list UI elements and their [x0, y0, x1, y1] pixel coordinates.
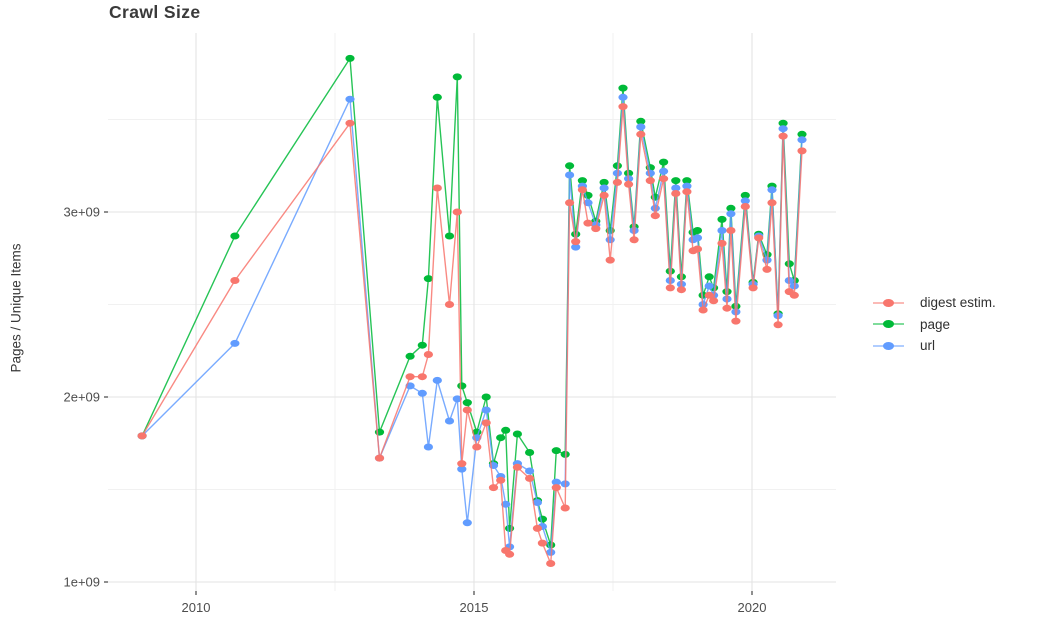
data-series: [137, 54, 807, 567]
axis-tick-labels: 2010 2015 2020 1e+09 2e+09 3e+09: [63, 205, 766, 616]
series-digest-estim-: [137, 103, 807, 567]
chart-title: Crawl Size: [109, 2, 201, 22]
legend-line-dot-icon: [873, 298, 904, 308]
legend-label: digest estim.: [920, 295, 996, 311]
legend-line-dot-icon: [873, 319, 904, 329]
svg-text:2010: 2010: [182, 600, 211, 615]
series-url: [137, 93, 807, 556]
svg-text:3e+09: 3e+09: [63, 205, 100, 220]
svg-text:2015: 2015: [460, 600, 489, 615]
svg-text:2020: 2020: [738, 600, 767, 615]
legend-line-dot-icon: [873, 341, 904, 351]
legend-item-page: page: [873, 314, 996, 336]
svg-text:1e+09: 1e+09: [63, 575, 100, 590]
y-axis-label: Pages / Unique Items: [8, 243, 24, 373]
legend: digest estim. page url: [873, 292, 996, 357]
gridlines-minor: [108, 33, 836, 591]
axis-tick-marks: [104, 211, 753, 595]
svg-text:2e+09: 2e+09: [63, 390, 100, 405]
gridlines-major: [108, 33, 836, 591]
legend-label: url: [920, 338, 936, 354]
legend-label: page: [920, 316, 951, 332]
legend-item-digest-estim: digest estim.: [873, 292, 996, 314]
legend-item-url: url: [873, 335, 996, 357]
